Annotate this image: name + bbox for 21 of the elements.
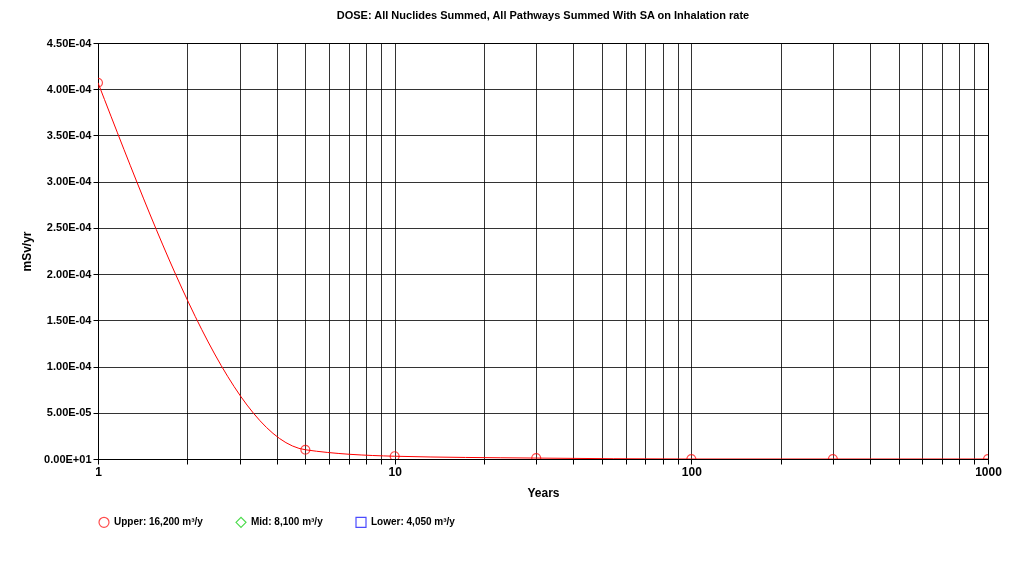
x-tick-label: 100: [681, 464, 703, 479]
y-tick-label: 2.50E-04: [46, 221, 93, 234]
point: [389, 451, 400, 459]
y-axis-title: mSv/yr: [20, 231, 35, 272]
y-tick-label: 0.00E+01: [44, 452, 92, 465]
y-tick-label: 4.50E-04: [46, 36, 93, 49]
y-tick-label: 3.00E-04: [46, 175, 93, 188]
y-tick-label: 3.50E-04: [46, 128, 93, 141]
y-tick-label: 1.50E-04: [46, 313, 93, 326]
y-tick-label: 4.00E-04: [46, 82, 93, 95]
x-tick-label: 10: [388, 464, 403, 479]
y-tick-label: 2.00E-04: [46, 267, 93, 280]
y-tick-label: 1.00E-04: [46, 360, 93, 373]
x-tick-label: 1: [95, 464, 103, 479]
legend-label: Mid: 8,100 m³/y: [251, 516, 324, 528]
x-axis-title: Years: [527, 485, 560, 500]
y-tick-label: 5.00E-05: [46, 406, 92, 419]
chart-title: DOSE: All Nuclides Summed, All Pathways Summed With SA on Inhalation rate: [336, 9, 750, 21]
x-tick-label: 1000: [975, 464, 1003, 479]
legend-label: Upper: 16,200 m³/y: [114, 516, 204, 528]
legend-label: Lower: 4,050 m³/y: [371, 516, 456, 528]
